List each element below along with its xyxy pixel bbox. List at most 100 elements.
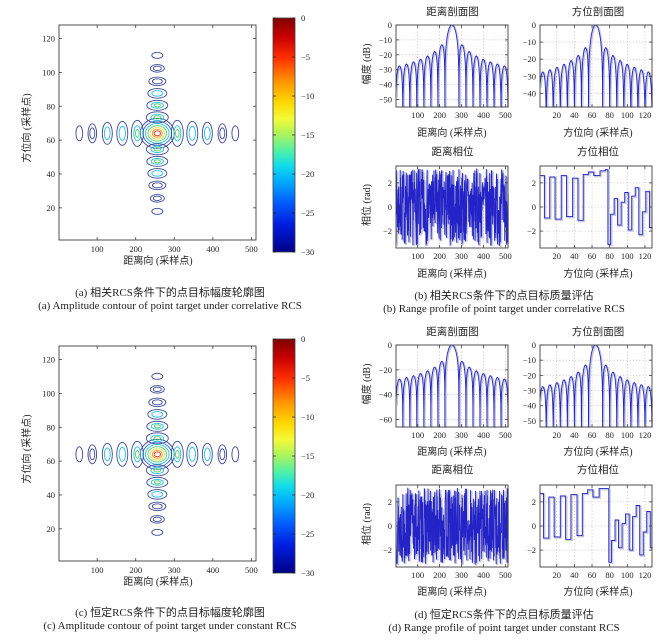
- svg-text:40: 40: [570, 570, 579, 580]
- caption-a-en: (a) Amplitude contour of point target un…: [38, 300, 302, 312]
- svg-text:2: 2: [532, 497, 536, 507]
- b-range-phase-title: 距离相位: [431, 147, 474, 158]
- svg-text:20: 20: [553, 251, 562, 261]
- svg-text:500: 500: [245, 565, 258, 575]
- svg-text:200: 200: [129, 244, 142, 254]
- svg-text:500: 500: [499, 430, 512, 440]
- svg-text:200: 200: [433, 251, 446, 261]
- svg-text:−2: −2: [383, 545, 392, 555]
- svg-text:100: 100: [42, 67, 55, 77]
- svg-text:120: 120: [639, 110, 652, 120]
- d-amplitude-ylabel: 幅度 (dB): [362, 363, 373, 405]
- svg-text:−15: −15: [301, 451, 314, 461]
- svg-text:−30: −30: [301, 247, 314, 257]
- svg-text:−2: −2: [383, 226, 392, 236]
- b-range-phase-chart: 100 200 300 400 500 2 0 −2: [383, 165, 512, 261]
- svg-text:2: 2: [388, 178, 392, 188]
- b-range-profile-title: 距离剖面图: [426, 7, 479, 18]
- caption-a-zh: (a) 相关RCS条件下的点目标幅度轮廓图: [75, 287, 265, 299]
- svg-text:40: 40: [570, 251, 579, 261]
- d-range-profile-xlabel: 距离向 (采样点): [417, 447, 487, 458]
- svg-text:100: 100: [621, 430, 634, 440]
- b-azimuth-profile-chart: 20 40 60 80 100 120 0 −10 −20 −30 −40: [523, 20, 653, 120]
- svg-text:0: 0: [532, 202, 536, 212]
- d-azimuth-phase-xlabel: 方位向 (采样点): [563, 587, 633, 598]
- svg-text:60: 60: [588, 430, 597, 440]
- d-azimuth-profile-title: 方位剖面图: [571, 327, 625, 338]
- svg-text:400: 400: [477, 570, 490, 580]
- caption-c-zh: (c) 恒定RCS条件下的点目标幅度轮廓图: [75, 607, 265, 619]
- svg-text:60: 60: [47, 135, 56, 145]
- svg-text:−5: −5: [301, 373, 310, 383]
- svg-text:0: 0: [388, 202, 392, 212]
- svg-text:−10: −10: [523, 355, 536, 365]
- svg-text:−2: −2: [527, 545, 536, 555]
- svg-text:−20: −20: [379, 50, 392, 60]
- svg-text:20: 20: [47, 203, 56, 213]
- svg-text:60: 60: [588, 251, 597, 261]
- b-azimuth-profile-xlabel: 方位向 (采样点): [563, 128, 633, 139]
- svg-text:500: 500: [499, 251, 512, 261]
- svg-text:−30: −30: [301, 568, 314, 578]
- svg-text:−10: −10: [379, 35, 392, 45]
- svg-text:400: 400: [477, 251, 490, 261]
- svg-text:200: 200: [433, 110, 446, 120]
- d-azimuth-profile-xlabel: 方位向 (采样点): [563, 447, 633, 458]
- svg-text:20: 20: [553, 430, 562, 440]
- svg-text:−20: −20: [523, 54, 536, 64]
- svg-text:100: 100: [621, 110, 634, 120]
- svg-text:−30: −30: [523, 71, 536, 81]
- svg-text:40: 40: [47, 169, 56, 179]
- b-phase-ylabel: 相位 (rad): [362, 184, 373, 226]
- svg-text:−30: −30: [523, 386, 536, 396]
- svg-text:100: 100: [91, 244, 104, 254]
- svg-text:0: 0: [532, 20, 536, 30]
- svg-text:500: 500: [245, 244, 258, 254]
- svg-text:80: 80: [605, 251, 614, 261]
- svg-text:400: 400: [477, 430, 490, 440]
- svg-text:300: 300: [455, 430, 468, 440]
- svg-text:80: 80: [605, 110, 614, 120]
- svg-text:0: 0: [532, 521, 536, 531]
- svg-text:100: 100: [411, 570, 424, 580]
- d-range-phase-chart: 100 200 300 400 500 2 0 −2: [383, 484, 512, 580]
- svg-text:40: 40: [570, 430, 579, 440]
- svg-text:−20: −20: [379, 365, 392, 375]
- amplitude-contour-chart-a: 100 200 300 400 500 20 40 60 80 100 120 0 −5 −10 −15 −2…: [42, 13, 314, 257]
- svg-text:80: 80: [605, 570, 614, 580]
- svg-text:100: 100: [42, 388, 55, 398]
- caption-b-en: (b) Range profile of point target under …: [383, 303, 625, 315]
- svg-text:100: 100: [411, 251, 424, 261]
- svg-text:500: 500: [499, 110, 512, 120]
- svg-text:−25: −25: [301, 208, 314, 218]
- caption-d-zh: (d) 恒定RCS条件下的点目标质量评估: [414, 609, 594, 621]
- svg-text:−40: −40: [523, 88, 536, 98]
- svg-text:80: 80: [47, 101, 56, 111]
- svg-text:120: 120: [42, 355, 55, 365]
- svg-text:20: 20: [553, 570, 562, 580]
- b-range-phase-xlabel: 距离向 (采样点): [417, 269, 487, 280]
- b-amplitude-ylabel: 幅度 (dB): [362, 43, 373, 85]
- d-range-profile-title: 距离剖面图: [426, 327, 479, 338]
- svg-text:400: 400: [206, 565, 219, 575]
- svg-text:60: 60: [588, 110, 597, 120]
- b-azimuth-profile-title: 方位剖面图: [571, 7, 625, 18]
- d-range-profile-chart: 100 200 300 400 500 0 −20 −40 −60: [379, 340, 512, 440]
- svg-text:100: 100: [411, 430, 424, 440]
- contour-a-xlabel: 距离向 (采样点): [123, 256, 193, 267]
- svg-text:300: 300: [168, 565, 181, 575]
- svg-text:0: 0: [388, 20, 392, 30]
- b-azimuth-phase-xlabel: 方位向 (采样点): [563, 269, 633, 280]
- svg-text:100: 100: [621, 570, 634, 580]
- amplitude-contour-chart-c: 100 200 300 400 500 20 40 60 80 100 120 0 −5 −10 −15 −2…: [42, 334, 314, 578]
- svg-text:200: 200: [433, 570, 446, 580]
- svg-text:−50: −50: [523, 416, 536, 426]
- svg-text:−40: −40: [523, 401, 536, 411]
- svg-text:200: 200: [129, 565, 142, 575]
- svg-text:120: 120: [639, 570, 652, 580]
- svg-text:40: 40: [47, 490, 56, 500]
- svg-text:80: 80: [605, 430, 614, 440]
